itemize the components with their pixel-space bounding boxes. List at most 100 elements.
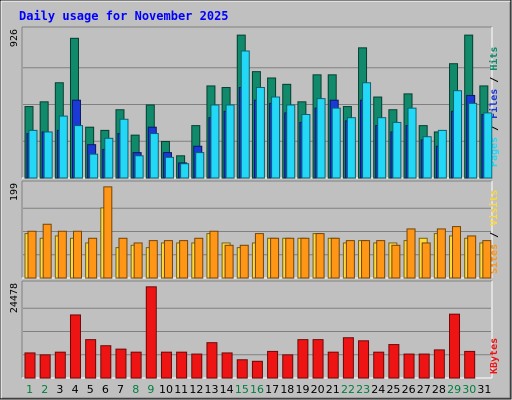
bar-pages-day-12 — [195, 152, 205, 179]
bar-sites-day-28 — [436, 228, 446, 279]
bar-sites-day-24 — [376, 240, 386, 279]
bar-pages-day-24 — [377, 117, 387, 179]
bar-sites-day-19 — [300, 237, 310, 279]
bar-sites-day-7 — [118, 237, 128, 279]
bar-pages-day-25 — [392, 121, 402, 179]
legend-part-kbytes: KBytes — [489, 338, 500, 374]
bar-sites-day-23 — [361, 240, 371, 279]
bar-kbytes-day-1 — [24, 352, 36, 379]
x-tick-label-day-31: 31 — [477, 383, 491, 396]
bar-sites-day-1 — [27, 230, 37, 279]
bar-kbytes-day-14 — [221, 352, 233, 379]
bar-sites-day-25 — [391, 244, 401, 279]
bar-kbytes-day-12 — [191, 353, 203, 379]
bar-pages-day-29 — [453, 90, 463, 179]
x-tick-label-day-28: 28 — [432, 383, 446, 396]
y-max-label: 199 — [9, 183, 20, 201]
bar-pages-day-9 — [149, 133, 159, 179]
bar-sites-day-13 — [209, 230, 219, 279]
bar-sites-day-3 — [57, 230, 67, 279]
x-tick-label-day-4: 4 — [72, 383, 79, 396]
x-tick-label-day-27: 27 — [417, 383, 431, 396]
bars — [24, 34, 493, 179]
bar-sites-day-29 — [452, 226, 462, 279]
bar-pages-day-17 — [271, 96, 281, 179]
bar-pages-day-3 — [58, 115, 68, 179]
x-tick-label-day-18: 18 — [280, 383, 294, 396]
x-tick-label-day-30: 30 — [462, 383, 476, 396]
x-tick-label-day-10: 10 — [159, 383, 173, 396]
bar-sites-day-9 — [148, 240, 158, 279]
y-max-label: 24478 — [9, 283, 20, 313]
bar-kbytes-day-11 — [176, 351, 188, 379]
bar-kbytes-day-13 — [206, 342, 218, 379]
bar-sites-day-31 — [482, 240, 492, 279]
bar-sites-day-20 — [315, 233, 325, 279]
bar-sites-day-22 — [345, 240, 355, 279]
bar-pages-day-14 — [225, 104, 235, 179]
bar-kbytes-day-30 — [464, 350, 476, 379]
bar-pages-day-22 — [346, 117, 356, 179]
panel-2: 24478 KBytes — [9, 280, 500, 379]
bar-kbytes-day-16 — [251, 360, 263, 379]
legend-part-visits: Visits — [488, 190, 500, 226]
x-tick-label-day-21: 21 — [326, 383, 340, 396]
bar-pages-day-11 — [180, 163, 190, 179]
bar-sites-day-18 — [285, 237, 295, 279]
bar-pages-day-19 — [301, 114, 311, 179]
bar-kbytes-day-21 — [327, 351, 339, 379]
bar-kbytes-day-17 — [267, 350, 279, 379]
bar-sites-day-11 — [179, 240, 189, 279]
bars — [24, 186, 492, 279]
x-tick-label-day-13: 13 — [205, 383, 219, 396]
x-tick-label-day-11: 11 — [174, 383, 188, 396]
bar-sites-day-15 — [239, 244, 249, 279]
bar-kbytes-day-18 — [282, 354, 294, 379]
legend-separator: / — [489, 119, 500, 137]
x-tick-label-day-2: 2 — [41, 383, 48, 396]
bars — [24, 286, 476, 379]
bar-kbytes-day-4 — [69, 314, 81, 379]
x-tick-label-day-12: 12 — [189, 383, 203, 396]
bar-pages-day-4 — [73, 125, 83, 179]
bar-pages-day-21 — [331, 107, 341, 179]
bar-pages-day-15 — [240, 50, 250, 179]
x-tick-label-day-9: 9 — [147, 383, 154, 396]
bar-sites-day-30 — [467, 235, 477, 279]
x-axis-labels: 1 2 3 4 5 6 7 8 9 10 11 12 13 14 15 16 17 18 19 20 21 22 23 24 2… — [26, 383, 491, 396]
bar-sites-day-8 — [133, 242, 143, 279]
bar-sites-day-5 — [88, 237, 98, 279]
bar-kbytes-day-27 — [418, 353, 430, 379]
bar-sites-day-27 — [421, 242, 431, 279]
bar-pages-day-2 — [43, 131, 53, 179]
bar-sites-day-2 — [42, 223, 52, 279]
bar-sites-day-6 — [103, 186, 113, 279]
bar-kbytes-day-19 — [297, 339, 309, 379]
bar-sites-day-26 — [406, 228, 416, 279]
bar-pages-day-8 — [134, 155, 144, 179]
bar-pages-day-20 — [316, 98, 326, 179]
chart-title: Daily usage for November 2025 — [19, 9, 229, 23]
bar-sites-day-21 — [330, 237, 340, 279]
x-tick-label-day-23: 23 — [356, 383, 370, 396]
bar-pages-day-28 — [437, 129, 447, 179]
x-tick-label-day-8: 8 — [132, 383, 139, 396]
y-max-label: 926 — [9, 29, 20, 47]
legend-label: Pages / Files / Hits — [488, 47, 500, 167]
bar-pages-day-23 — [362, 82, 372, 179]
legend-label: KBytes — [489, 338, 500, 374]
bar-kbytes-day-15 — [236, 359, 248, 379]
bar-sites-day-14 — [224, 244, 234, 279]
bar-kbytes-day-22 — [342, 337, 354, 379]
bar-kbytes-day-29 — [449, 313, 461, 379]
x-tick-label-day-29: 29 — [447, 383, 461, 396]
x-tick-label-day-3: 3 — [56, 383, 63, 396]
bar-sites-day-16 — [254, 233, 264, 279]
bar-kbytes-day-6 — [100, 345, 112, 379]
bar-kbytes-day-25 — [388, 344, 400, 379]
bar-pages-day-31 — [483, 112, 493, 179]
